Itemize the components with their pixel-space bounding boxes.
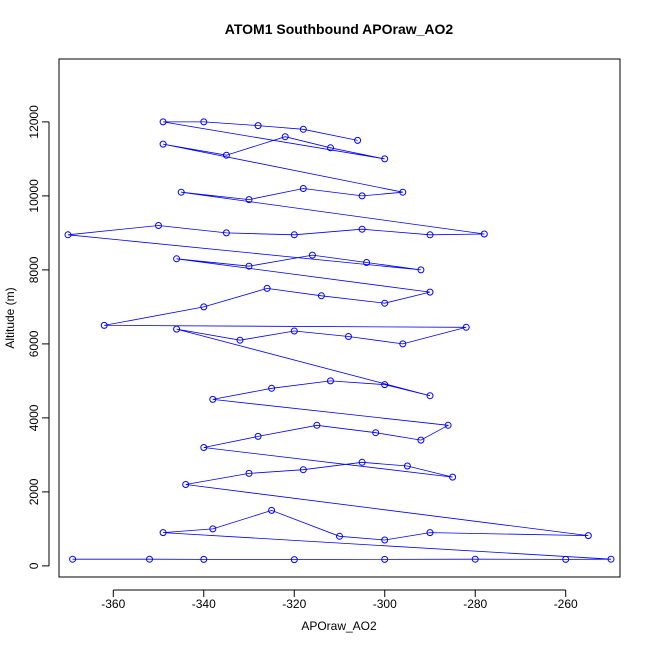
data-point — [354, 136, 362, 144]
data-point — [444, 421, 452, 429]
data-point — [173, 255, 181, 263]
plot-frame — [58, 58, 621, 578]
data-point — [254, 432, 262, 440]
data-point — [69, 555, 77, 563]
data-point — [299, 125, 307, 133]
data-point — [358, 225, 366, 233]
data-point — [159, 140, 167, 148]
data-point — [290, 231, 298, 239]
data-point — [372, 429, 380, 437]
data-point — [403, 462, 411, 470]
data-point — [64, 231, 72, 239]
data-point — [381, 299, 389, 307]
x-tick-label: -280 — [463, 597, 487, 611]
data-point — [584, 532, 592, 540]
data-point — [200, 555, 208, 563]
data-point — [358, 458, 366, 466]
data-point — [562, 555, 570, 563]
data-point — [327, 377, 334, 385]
data-point — [313, 421, 321, 429]
x-tick-label: -360 — [101, 597, 125, 611]
x-tick-label: -320 — [282, 597, 306, 611]
data-point — [281, 133, 289, 141]
data-point — [449, 473, 457, 481]
data-point — [426, 231, 434, 239]
data-point — [263, 284, 271, 292]
x-tick-label: -260 — [554, 597, 578, 611]
y-axis: 0 2000 4000 6000 8000 10000 12000 — [27, 105, 50, 569]
data-point — [200, 303, 208, 311]
data-point — [245, 262, 253, 270]
data-point — [200, 444, 208, 451]
data-point — [159, 118, 167, 126]
data-point — [209, 395, 217, 403]
data-point — [363, 259, 371, 266]
data-point — [290, 556, 298, 564]
data-point — [173, 325, 181, 333]
y-tick-label: 2000 — [27, 478, 41, 505]
y-tick-label: 12000 — [27, 105, 41, 139]
data-point — [254, 122, 262, 130]
data-point — [417, 436, 425, 444]
y-tick-label: 10000 — [27, 179, 41, 213]
data-point — [290, 327, 298, 335]
data-point — [177, 188, 185, 196]
data-point — [426, 529, 434, 537]
x-axis-label: APOraw_AO2 — [301, 619, 377, 633]
data-point — [245, 469, 253, 477]
data-point — [381, 381, 389, 389]
y-tick-label: 4000 — [27, 404, 41, 431]
data-point — [209, 525, 217, 533]
data-point — [426, 288, 434, 296]
data-point — [182, 481, 190, 488]
data-point — [381, 536, 389, 544]
data-point — [155, 222, 162, 229]
y-axis-label: Altitude (m) — [3, 287, 17, 348]
data-point — [381, 555, 389, 563]
chart-title: ATOM1 Southbound APOraw_AO2 — [225, 21, 454, 37]
data-point — [100, 321, 108, 329]
y-tick-label: 0 — [27, 562, 41, 569]
x-tick-label: -340 — [192, 597, 216, 611]
series-line — [67, 121, 612, 561]
data-point — [236, 336, 244, 344]
data-point — [327, 144, 334, 152]
data-point — [358, 192, 366, 200]
data-point — [159, 529, 167, 537]
data-point — [317, 292, 325, 300]
y-tick-label: 6000 — [27, 330, 41, 357]
x-axis: -360 -340 -320 -300 -280 -260 — [101, 589, 578, 611]
data-point — [381, 155, 389, 163]
x-tick-label: -300 — [373, 597, 397, 611]
data-point — [399, 340, 407, 348]
data-point — [146, 555, 153, 563]
data-point — [200, 118, 208, 126]
data-point — [462, 323, 470, 331]
data-point — [222, 151, 230, 159]
data-point — [268, 506, 276, 514]
data-point — [308, 251, 316, 259]
data-point — [471, 555, 479, 563]
data-point — [607, 555, 615, 563]
data-point — [480, 230, 488, 238]
data-point — [222, 229, 230, 237]
data-point — [299, 466, 307, 474]
data-point — [399, 188, 407, 196]
data-layer — [64, 118, 615, 564]
data-point — [336, 532, 343, 540]
data-point — [345, 333, 352, 340]
data-point — [245, 196, 253, 204]
data-point — [268, 384, 276, 392]
y-tick-label: 8000 — [27, 256, 41, 283]
data-point — [417, 266, 425, 274]
data-point — [299, 185, 307, 192]
data-point — [426, 392, 434, 400]
